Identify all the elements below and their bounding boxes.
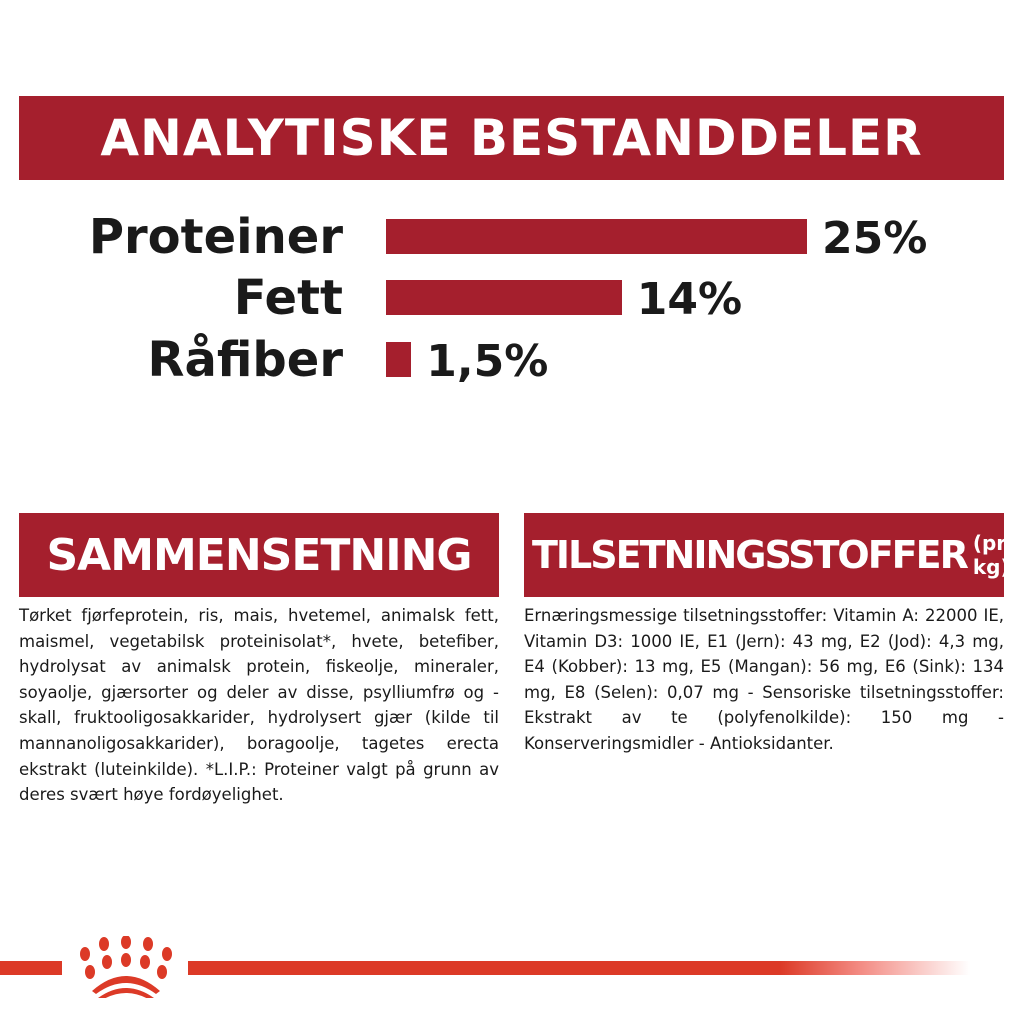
bar [386,342,412,377]
composition-header: SAMMENSETNING [19,513,499,597]
additives-title-suffix: (pr. kg) [972,531,1011,579]
analytical-title: ANALYTISKE BESTANDDELER [100,109,923,167]
composition-text: Tørket fjørfeprotein, ris, mais, hveteme… [19,606,499,805]
bar [386,280,622,315]
bar-value-label: 25% [822,213,928,264]
bar-label: Råfiber [147,332,343,388]
composition-title: SAMMENSETNING [46,529,472,581]
royal-canin-crown-logo [80,936,172,998]
bar-value-label: 1,5% [426,336,549,387]
additives-text: Ernæringsmessige tilsetningsstoffer: Vit… [524,606,1004,753]
additives-header: TILSETNINGSSTOFFER (pr. kg) [524,513,1011,597]
additives-title: TILSETNINGSSTOFFER [532,533,969,577]
bar-label: Proteiner [88,209,343,265]
analytical-header: ANALYTISKE BESTANDDELER [19,96,1004,180]
bar-value-label: 14% [636,274,743,325]
bar-label: Fett [233,270,343,326]
footer-stripe [0,961,1000,975]
bar [386,219,807,254]
